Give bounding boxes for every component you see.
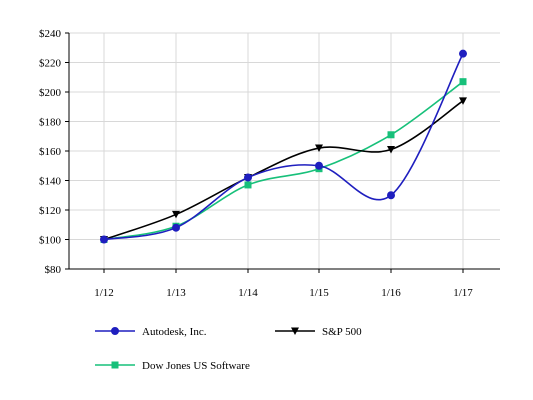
series-autodesk-inc (100, 49, 467, 244)
y-tick-label: $100 (39, 235, 62, 247)
legend-label: S&P 500 (322, 326, 362, 338)
y-tick-label: $160 (39, 146, 62, 158)
data-point (172, 223, 180, 232)
x-tick-label: 1/15 (309, 287, 329, 299)
legend-marker (111, 327, 119, 335)
data-point (244, 181, 252, 189)
x-tick-label: 1/13 (166, 287, 186, 299)
y-tick-label: $220 (39, 58, 62, 70)
y-tick-label: $240 (39, 28, 62, 40)
series-line (103, 100, 464, 241)
series-line (103, 53, 464, 241)
legend-marker (291, 327, 299, 335)
x-tick-labels: 1/12 1/13 1/14 1/15 1/16 1/17 (94, 287, 473, 299)
axes (65, 32, 500, 273)
data-point (315, 144, 323, 153)
data-point (244, 173, 252, 182)
data-point (315, 161, 323, 170)
y-tick-label: $120 (39, 205, 62, 217)
data-point (459, 49, 467, 58)
legend-item-autodesk-inc: Autodesk, Inc. (95, 326, 207, 338)
grid-lines (69, 32, 500, 269)
x-tick-label: 1/12 (94, 287, 114, 299)
legend-marker (111, 361, 119, 369)
data-point (387, 191, 395, 200)
x-tick-label: 1/17 (453, 287, 473, 299)
x-tick-label: 1/14 (238, 287, 258, 299)
legend: Autodesk, Inc. S&P 500 Dow Jones US Softwa… (95, 326, 362, 372)
series-line (103, 81, 464, 241)
legend-label: Autodesk, Inc. (142, 326, 207, 338)
series-group (100, 49, 467, 244)
x-tick-label: 1/16 (381, 287, 401, 299)
data-point (387, 146, 395, 154)
y-tick-labels: $80 $100 $120 $140 $160 $180 $200 $220 $240 (39, 28, 62, 276)
y-tick-label: $200 (39, 87, 62, 99)
series-s-p-500 (100, 97, 467, 244)
data-point (100, 235, 108, 244)
y-tick-label: $180 (39, 117, 62, 129)
legend-item-dow-jones-us-software: Dow Jones US Software (95, 360, 250, 372)
data-point (459, 78, 467, 86)
y-tick-label: $140 (39, 176, 62, 188)
data-point (387, 131, 395, 139)
legend-label: Dow Jones US Software (142, 360, 250, 372)
data-point (459, 97, 467, 105)
y-tick-label: $80 (45, 264, 62, 276)
legend-item-s-p-500: S&P 500 (275, 326, 362, 338)
data-point (172, 210, 180, 219)
